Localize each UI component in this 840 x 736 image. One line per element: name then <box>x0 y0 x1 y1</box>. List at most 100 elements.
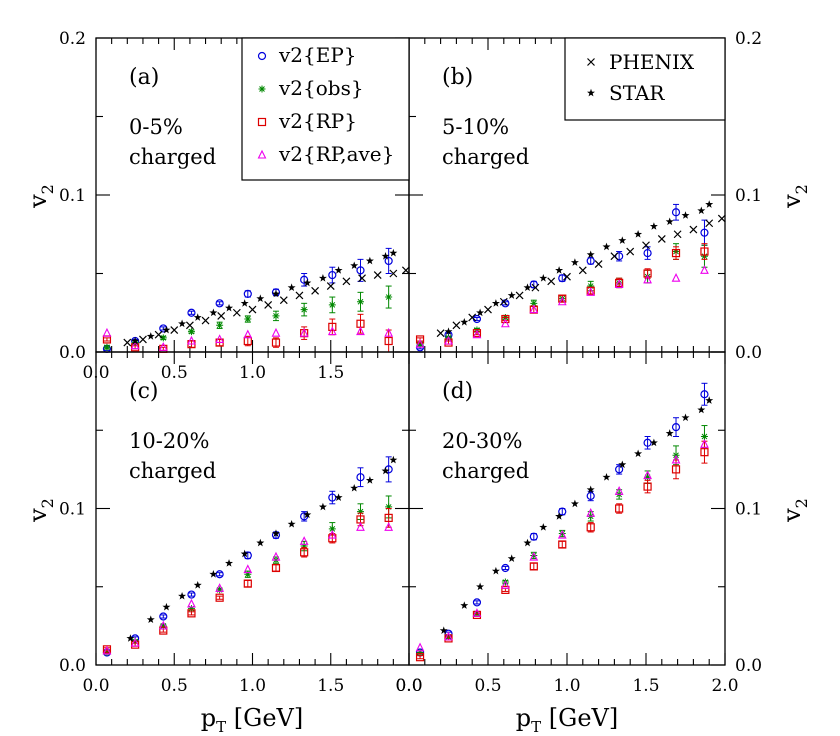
legend-label: STAR <box>609 81 665 105</box>
data-point <box>530 551 538 559</box>
data-point <box>271 563 281 573</box>
legend-label: PHENIX <box>609 50 695 74</box>
data-point <box>671 208 681 217</box>
data-point <box>472 329 482 339</box>
data-point <box>558 540 567 549</box>
data-point <box>358 274 366 283</box>
data-point <box>507 291 516 299</box>
data-point <box>439 626 448 634</box>
x-tick-label: 2.0 <box>711 676 738 696</box>
data-point <box>673 230 682 239</box>
data-point <box>248 305 257 314</box>
data-point <box>356 508 364 516</box>
data-point <box>287 519 296 528</box>
x-tick-label: 1.0 <box>239 676 266 696</box>
data-point <box>618 460 627 469</box>
svg-text:v2: v2 <box>778 184 811 209</box>
series-v2-rp- <box>102 508 393 654</box>
legend-marker <box>587 58 595 66</box>
x-tick-label: 0.5 <box>161 676 188 696</box>
data-point <box>384 256 393 266</box>
data-point <box>187 590 196 599</box>
legend-marker <box>257 117 267 127</box>
data-point <box>665 217 674 226</box>
data-point <box>401 266 410 275</box>
legend-label: v2{RP} <box>278 109 357 133</box>
x-tick-label: 1.0 <box>239 363 266 383</box>
data-point <box>507 554 516 562</box>
series-phenix <box>123 266 410 347</box>
data-point <box>201 316 210 325</box>
y-axis-label-left-bottom: v2 <box>24 498 57 523</box>
data-point <box>476 582 485 591</box>
data-point <box>300 548 309 557</box>
data-point <box>271 327 281 337</box>
data-point <box>626 247 635 256</box>
data-point <box>102 645 112 655</box>
data-point <box>187 335 196 345</box>
y-tick-label: 0.0 <box>735 656 762 676</box>
panel-label: (c) <box>129 379 159 404</box>
data-point <box>154 330 163 339</box>
series-v2-rp-ave- <box>415 439 709 652</box>
panel-label: (a) <box>129 65 159 90</box>
data-point <box>671 423 681 432</box>
data-point <box>671 465 681 474</box>
data-point <box>615 504 624 513</box>
data-point <box>614 486 624 495</box>
data-point <box>555 266 564 274</box>
x-tick-label: 0.5 <box>474 676 501 696</box>
data-point <box>102 327 112 337</box>
data-point <box>318 502 327 511</box>
data-point <box>342 277 351 286</box>
data-point <box>271 551 281 561</box>
data-point <box>587 282 595 290</box>
data-point <box>256 538 265 547</box>
species-label: charged <box>442 459 529 483</box>
data-point <box>187 328 195 336</box>
data-point <box>649 222 658 230</box>
data-point <box>178 591 187 600</box>
data-point <box>529 532 538 541</box>
y-tick-label: 0.2 <box>735 29 762 49</box>
data-point <box>130 340 140 350</box>
data-point <box>139 335 147 344</box>
data-point <box>187 598 196 608</box>
data-point <box>416 648 424 656</box>
data-point <box>271 289 280 298</box>
data-point <box>215 583 225 592</box>
series-v2-rp-ave- <box>102 326 394 351</box>
data-point <box>389 269 398 278</box>
legend-marker <box>258 85 266 93</box>
data-point <box>642 241 650 250</box>
data-point <box>209 570 218 578</box>
data-point <box>586 250 595 259</box>
data-point <box>602 473 611 481</box>
data-point <box>131 343 140 352</box>
data-point <box>570 258 579 266</box>
x-tick-label: 1.5 <box>632 676 659 696</box>
data-point <box>491 299 500 307</box>
data-point <box>384 336 393 346</box>
data-point <box>501 563 510 573</box>
data-point <box>187 605 195 613</box>
series-v2-ep- <box>102 456 393 657</box>
y-axis-label-right-bottom: v2 <box>778 498 811 523</box>
y-tick-label: 0.0 <box>59 656 86 676</box>
data-point <box>570 499 579 508</box>
data-point <box>178 319 187 328</box>
data-point <box>327 326 337 336</box>
data-point <box>578 266 587 275</box>
data-point <box>705 200 714 208</box>
data-point <box>384 327 394 337</box>
data-point <box>356 473 365 482</box>
data-point <box>356 298 364 306</box>
data-point <box>243 329 253 339</box>
panel-label: (d) <box>442 379 473 404</box>
data-point <box>415 335 425 344</box>
data-point <box>444 631 453 641</box>
data-point <box>671 248 681 258</box>
x-tick-label: 1.5 <box>317 363 344 383</box>
series-star <box>126 455 398 642</box>
data-point <box>689 225 698 234</box>
